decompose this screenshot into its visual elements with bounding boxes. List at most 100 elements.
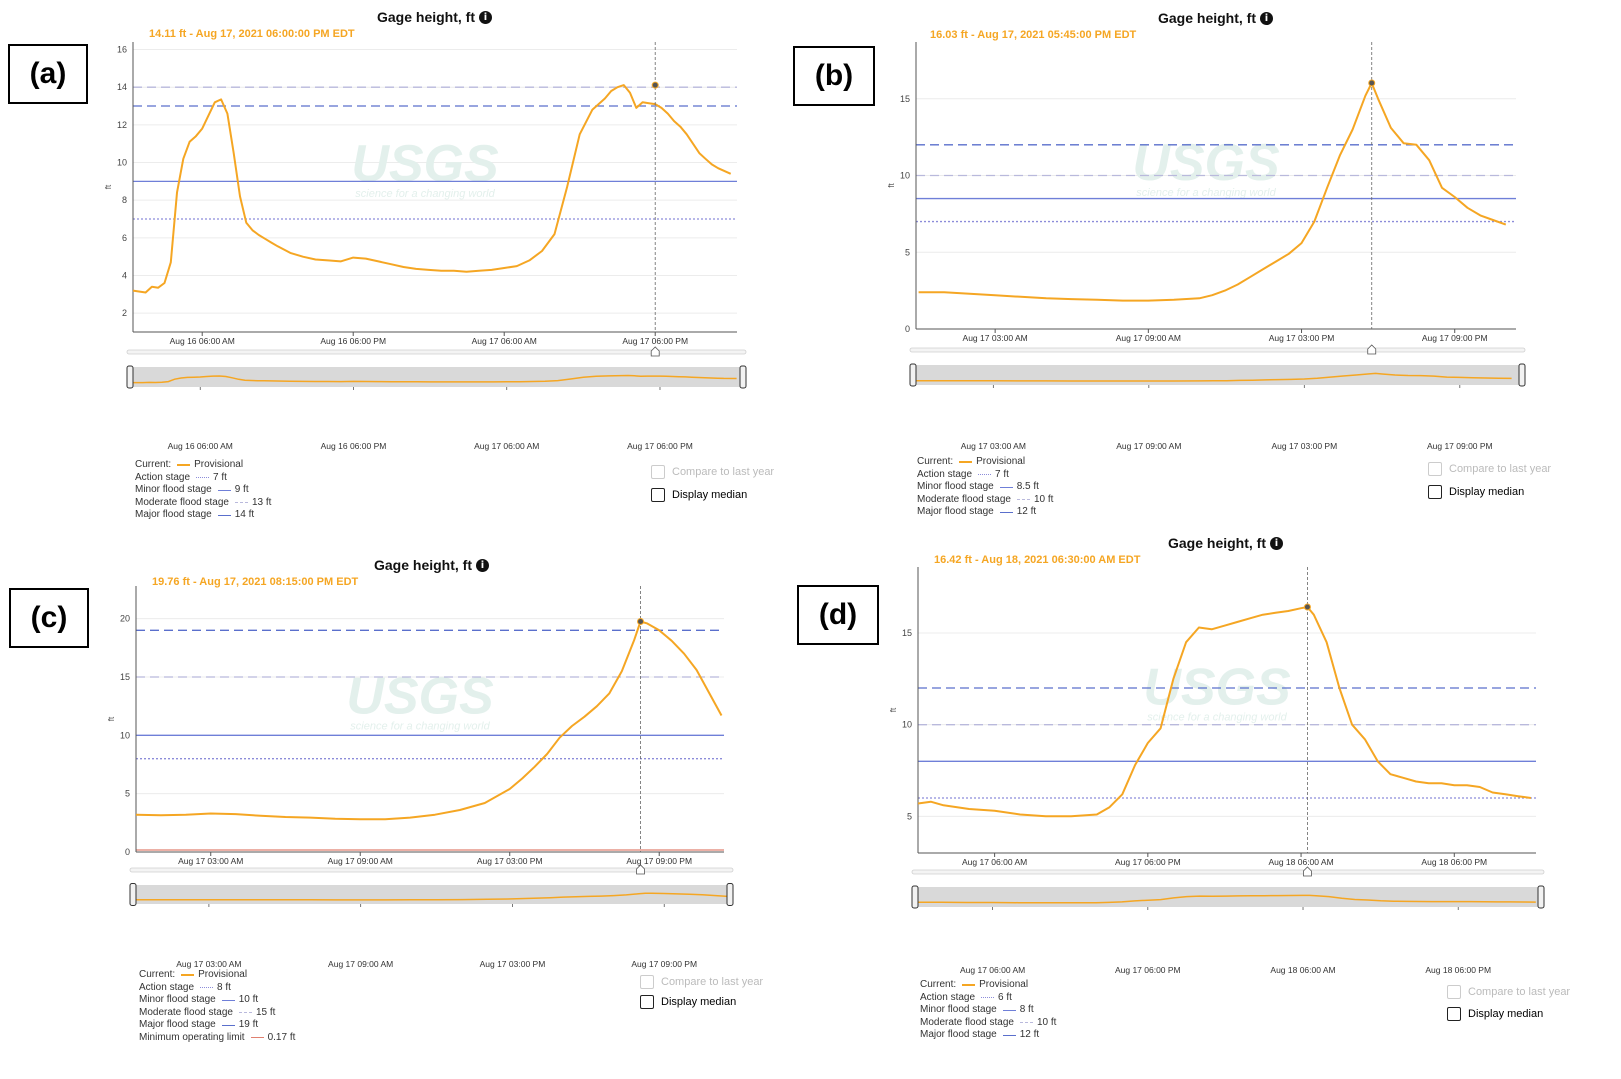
navigator-right-handle[interactable] xyxy=(726,883,734,906)
y-tick-label: 14 xyxy=(117,82,127,92)
legend-label: Minor flood stage xyxy=(920,1004,997,1015)
legend-swatch xyxy=(234,502,248,504)
legend-swatch xyxy=(978,474,992,476)
navigator-x-tick-label: Aug 17 09:00 AM xyxy=(1116,441,1181,451)
x-tick-label: Aug 17 06:00 AM xyxy=(962,857,1027,867)
navigator-x-tick-label: Aug 18 06:00 PM xyxy=(1425,965,1491,975)
chart-panel-a: (a) Gage height, ft i 14.11 ft - Aug 17, … xyxy=(0,0,800,530)
legend-label: Minor flood stage xyxy=(917,481,994,492)
checkbox-label: Compare to last year xyxy=(661,976,764,988)
legend-value: 10 ft xyxy=(1033,493,1054,505)
x-tick-label: Aug 17 09:00 AM xyxy=(328,856,393,866)
x-tick-label: Aug 17 09:00 PM xyxy=(1422,333,1488,343)
navigator-x-tick-label: Aug 17 09:00 PM xyxy=(631,959,697,969)
timeframe-slider-handle[interactable] xyxy=(650,346,660,357)
timeframe-slider-handle[interactable] xyxy=(636,864,645,875)
compare-last-year-checkbox[interactable]: Compare to last year xyxy=(640,975,763,989)
chart-title: Gage height, ft i xyxy=(1158,10,1273,26)
navigator-right-handle[interactable] xyxy=(1518,363,1526,387)
display-median-checkbox[interactable]: Display median xyxy=(1428,485,1524,499)
chart-panel-d: (d) Gage height, ft i 16.42 ft - Aug 18, … xyxy=(785,535,1621,1079)
legend: Current: Provisional Action stage 7 ft Minor… xyxy=(135,459,271,522)
timeframe-slider-track xyxy=(129,867,734,873)
checkbox-box[interactable] xyxy=(1428,462,1442,476)
display-median-checkbox[interactable]: Display median xyxy=(640,995,736,1009)
legend: Current: Provisional Action stage 7 ft Minor… xyxy=(917,456,1053,519)
display-median-checkbox[interactable]: Display median xyxy=(651,488,747,502)
legend-swatch xyxy=(196,477,210,479)
legend-item: Minor flood stage 8.5 ft xyxy=(917,481,1053,494)
legend-label: Action stage xyxy=(139,981,195,993)
y-axis-unit: ft xyxy=(107,716,116,721)
info-icon[interactable]: i xyxy=(479,11,492,24)
legend-value: 8 ft xyxy=(217,981,231,993)
x-tick-label: Aug 17 09:00 AM xyxy=(1116,333,1181,343)
y-tick-label: 0 xyxy=(905,324,910,334)
y-tick-label: 6 xyxy=(122,233,127,243)
navigator-x-tick-label: Aug 17 03:00 AM xyxy=(961,441,1026,451)
checkbox-box[interactable] xyxy=(640,975,654,989)
usgs-watermark-tagline: science for a changing world xyxy=(1136,187,1276,199)
navigator-left-handle[interactable] xyxy=(911,885,919,909)
legend-item: Major flood stage 12 ft xyxy=(920,1029,1056,1042)
legend-item: Current: Provisional xyxy=(920,979,1056,992)
series-line xyxy=(132,84,732,294)
navigator-left-handle[interactable] xyxy=(126,365,134,389)
legend-swatch xyxy=(200,987,214,989)
navigator-right-handle[interactable] xyxy=(1537,885,1545,909)
legend-item: Current: Provisional xyxy=(139,969,295,982)
timeframe-slider-handle[interactable] xyxy=(1303,866,1312,877)
usgs-watermark: USGS xyxy=(1143,658,1291,716)
checkbox-box[interactable] xyxy=(651,488,665,502)
compare-last-year-checkbox[interactable]: Compare to last year xyxy=(651,465,774,479)
compare-last-year-checkbox[interactable]: Compare to last year xyxy=(1428,462,1551,476)
chart-title: Gage height, ft i xyxy=(1168,535,1283,551)
y-tick-label: 8 xyxy=(122,195,127,205)
navigator-left-handle[interactable] xyxy=(129,883,137,906)
legend-item: Minimum operating limit 0.17 ft xyxy=(139,1032,295,1045)
legend-label: Moderate flood stage xyxy=(135,496,229,508)
checkbox-box[interactable] xyxy=(651,465,665,479)
legend-value: Provisional xyxy=(979,979,1029,990)
info-icon[interactable]: i xyxy=(1270,537,1283,550)
navigator-background xyxy=(130,367,743,387)
usgs-watermark-tagline: science for a changing world xyxy=(350,721,490,733)
checkbox-box[interactable] xyxy=(1447,1007,1461,1021)
y-tick-label: 16 xyxy=(117,45,127,55)
navigator-background xyxy=(133,885,730,904)
legend-swatch xyxy=(250,1037,264,1039)
navigator-series-line xyxy=(130,374,737,384)
navigator-right-handle[interactable] xyxy=(739,365,747,389)
y-tick-label: 15 xyxy=(900,94,910,104)
navigator-x-tick-label: Aug 18 06:00 AM xyxy=(1270,965,1335,975)
y-tick-label: 15 xyxy=(902,628,912,638)
legend-swatch xyxy=(1002,1009,1016,1011)
display-median-checkbox[interactable]: Display median xyxy=(1447,1007,1543,1021)
navigator-x-tick-label: Aug 17 06:00 PM xyxy=(1115,965,1181,975)
checkbox-label: Compare to last year xyxy=(1449,463,1552,475)
navigator-background xyxy=(915,887,1541,907)
compare-last-year-checkbox[interactable]: Compare to last year xyxy=(1447,985,1570,999)
checkbox-box[interactable] xyxy=(1428,485,1442,499)
legend-item: Moderate flood stage 10 ft xyxy=(920,1017,1056,1030)
navigator-left-handle[interactable] xyxy=(909,363,917,387)
hover-readout: 14.11 ft - Aug 17, 2021 06:00:00 PM EDT xyxy=(149,28,355,40)
y-tick-label: 15 xyxy=(120,672,130,682)
x-tick-label: Aug 17 03:00 PM xyxy=(1269,333,1335,343)
timeframe-slider-handle[interactable] xyxy=(1367,344,1377,355)
checkbox-box[interactable] xyxy=(1447,985,1461,999)
info-icon[interactable]: i xyxy=(1260,12,1273,25)
info-icon[interactable]: i xyxy=(476,559,489,572)
navigator-x-tick-label: Aug 17 06:00 PM xyxy=(627,441,693,451)
legend-value: 7 ft xyxy=(213,471,227,483)
y-tick-label: 12 xyxy=(117,120,127,130)
navigator-series-line xyxy=(915,372,1512,382)
checkbox-box[interactable] xyxy=(640,995,654,1009)
y-axis-unit: ft xyxy=(889,707,898,712)
x-tick-label: Aug 17 03:00 AM xyxy=(963,333,1028,343)
x-tick-label: Aug 17 03:00 PM xyxy=(477,856,543,866)
